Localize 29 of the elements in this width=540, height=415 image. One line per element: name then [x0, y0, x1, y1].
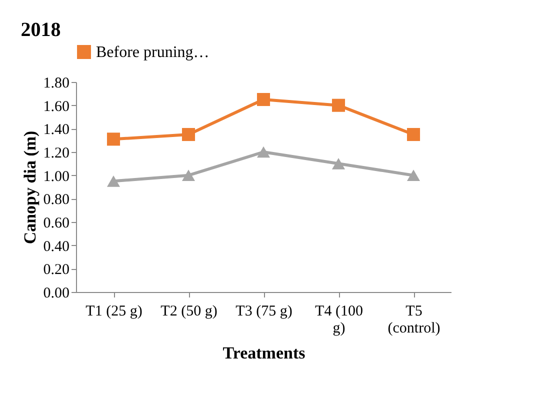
y-tick-label: 1.40 — [43, 122, 70, 138]
y-tick-label: 0.00 — [43, 286, 70, 302]
y-tick-label: 0.60 — [43, 216, 70, 232]
y-tick-label: 0.80 — [43, 192, 70, 208]
y-tick-label: 0.40 — [43, 238, 70, 255]
x-tick-label: T2 (50 g) — [160, 304, 218, 320]
x-axis-title: Treatments — [222, 344, 306, 362]
y-tick-label: 0.20 — [43, 262, 70, 278]
legend-label: Before pruning… — [96, 44, 210, 61]
x-tick-label: T3 (75 g) — [236, 304, 292, 320]
point — [256, 92, 270, 106]
point — [406, 170, 420, 181]
point — [182, 128, 196, 142]
y-tick-label: 1.20 — [43, 146, 70, 162]
y-axis-title: Canopy dia (m) — [20, 130, 40, 244]
y-tick-label: 1.00 — [43, 168, 70, 185]
point — [106, 132, 120, 146]
point — [256, 146, 270, 158]
x-tick-label: T5 (control) — [388, 304, 440, 336]
point — [406, 128, 420, 142]
y-tick-label: 1.80 — [43, 76, 70, 92]
x-tick-label: T1 (25 g) — [86, 304, 142, 320]
y-tick-label: 1.60 — [43, 98, 70, 115]
point — [332, 98, 346, 112]
chart-title: 2018 — [20, 19, 61, 41]
point — [106, 176, 120, 187]
point — [182, 170, 196, 181]
x-tick-label: T4 (100 g) — [315, 304, 363, 336]
point — [332, 158, 346, 170]
